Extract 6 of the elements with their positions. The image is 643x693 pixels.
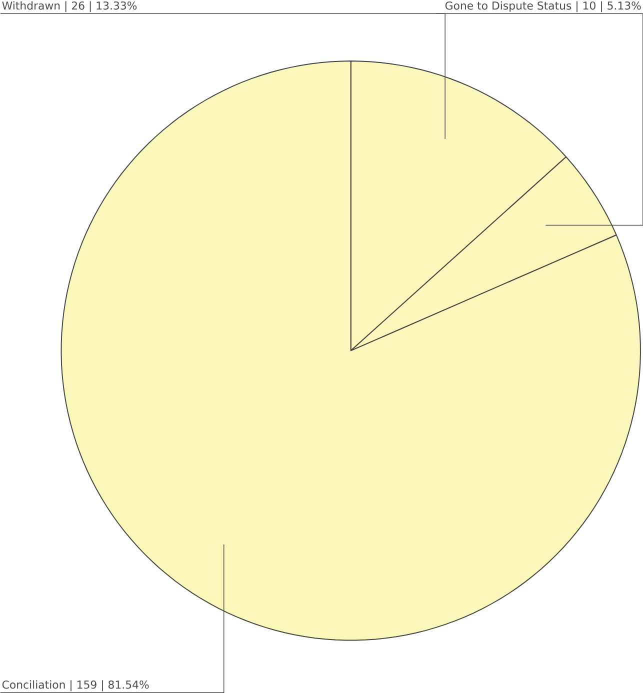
data-label: | 10 | 5.13% <box>576 1 641 12</box>
slice-label: Conciliation <box>2 680 65 689</box>
data-label: | 159 | 81.54% <box>70 680 149 692</box>
data-label: | 26 | 13.33% <box>65 1 137 12</box>
slice-label: Withdrawn <box>2 1 60 10</box>
slice-label: Gone to Dispute Status <box>445 1 572 12</box>
